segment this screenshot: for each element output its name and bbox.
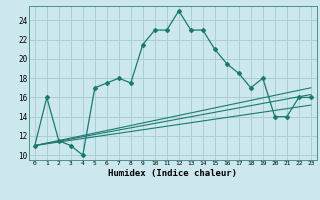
X-axis label: Humidex (Indice chaleur): Humidex (Indice chaleur): [108, 169, 237, 178]
